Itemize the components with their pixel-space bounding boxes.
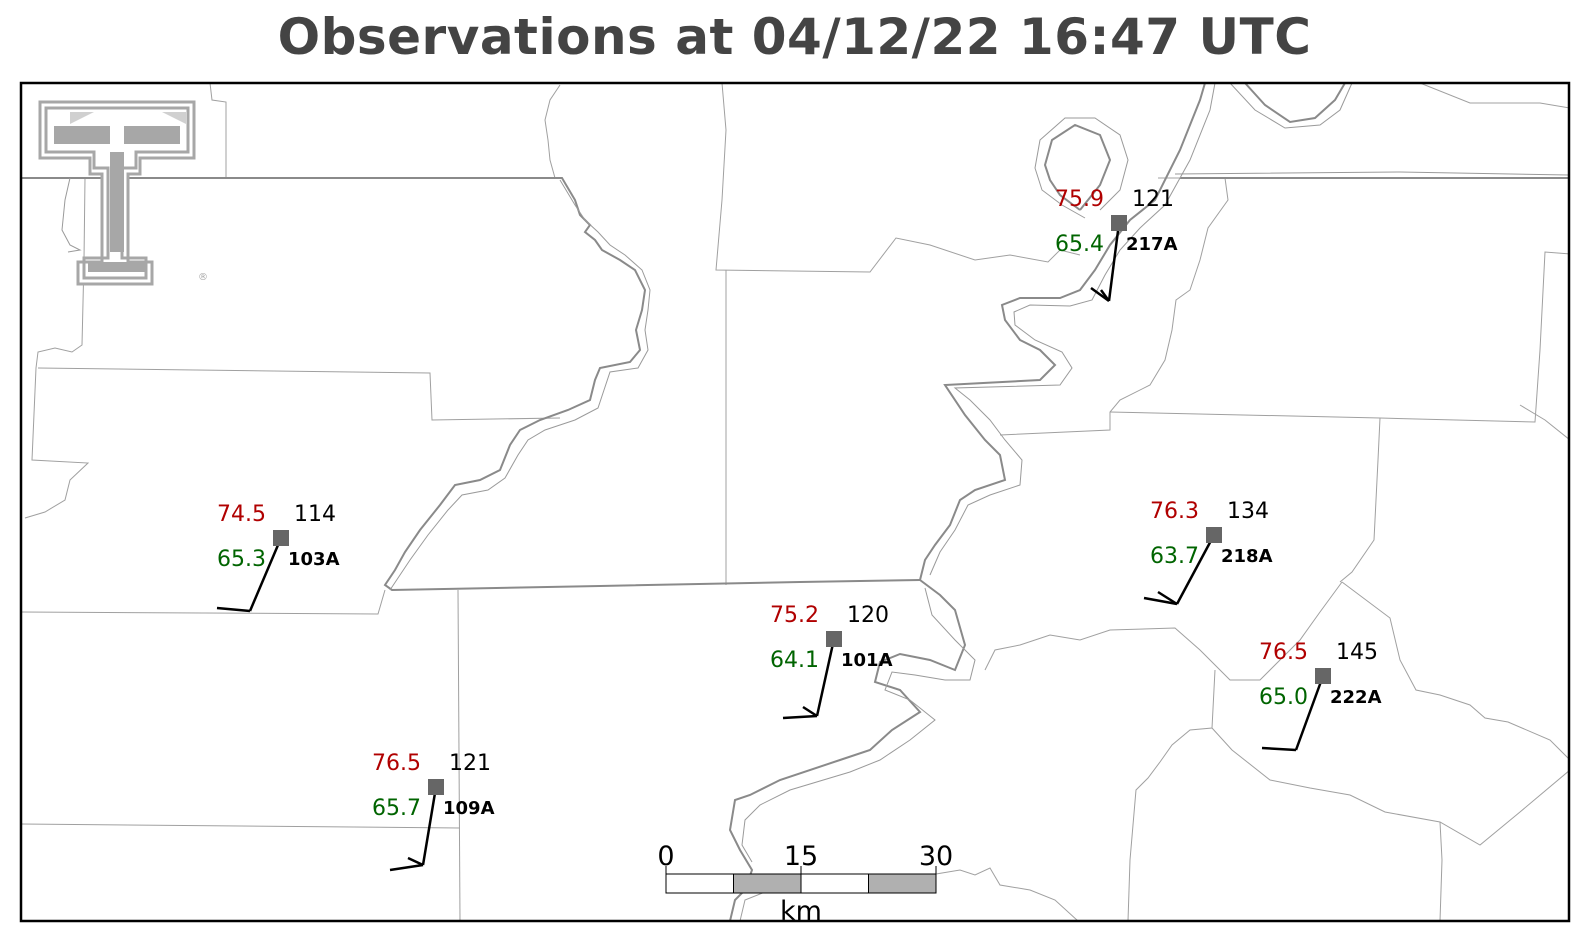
- station-id: 218A: [1221, 546, 1273, 567]
- station-temperature: 76.5: [372, 751, 421, 776]
- station-id: 217A: [1126, 234, 1178, 255]
- station-id: 222A: [1330, 687, 1382, 708]
- wind-barb: [1099, 289, 1111, 302]
- wind-barb: [389, 863, 424, 872]
- wind-barb: [1261, 746, 1297, 752]
- county-line: [21, 823, 461, 829]
- station-value: 121: [1132, 187, 1174, 212]
- river-bank: [1034, 117, 1129, 219]
- station-dewpoint: 65.3: [217, 547, 266, 572]
- map-frame: [19, 81, 1571, 923]
- county-line: [715, 83, 1081, 273]
- river-bank: [61, 177, 82, 253]
- wind-barb-shaft: [815, 638, 836, 717]
- station-marker[interactable]: [1206, 527, 1222, 543]
- wind-barb: [1157, 590, 1178, 606]
- station-marker[interactable]: [428, 779, 444, 795]
- scale-unit: km: [780, 896, 822, 927]
- wind-barb: [216, 606, 251, 613]
- river-bank: [389, 179, 651, 591]
- wind-barb: [1143, 596, 1178, 606]
- station-marker[interactable]: [273, 530, 289, 546]
- county-line: [457, 589, 461, 921]
- river-bank: [1174, 171, 1569, 176]
- county-line: [1127, 669, 1216, 921]
- station-101A[interactable]: 75.2 120 64.1 101A: [770, 603, 893, 720]
- station-218A[interactable]: 76.3 134 63.7 218A: [1143, 499, 1273, 606]
- station-103A[interactable]: 74.5 114 65.3 103A: [216, 502, 340, 613]
- station-temperature: 76.3: [1150, 499, 1199, 524]
- scale-label-30: 30: [919, 841, 953, 872]
- station-109A[interactable]: 76.5 121 65.7 109A: [372, 751, 495, 872]
- station-dewpoint: 65.4: [1055, 232, 1104, 257]
- river-bank: [1229, 83, 1353, 129]
- station-value: 120: [847, 603, 889, 628]
- station-dewpoint: 65.7: [372, 796, 421, 821]
- county-line: [544, 84, 561, 179]
- station-temperature: 74.5: [217, 502, 266, 527]
- county-line: [1439, 821, 1443, 921]
- station-222A[interactable]: 76.5 145 65.0 222A: [1259, 640, 1382, 752]
- county-line: [984, 581, 1343, 681]
- wind-barb-shaft: [248, 537, 283, 612]
- county-line: [21, 589, 386, 615]
- wind-barb: [802, 705, 818, 718]
- scale-bar: 0 15 30 km: [657, 841, 953, 927]
- scale-label-0: 0: [657, 841, 674, 872]
- river-bank: [929, 83, 1216, 576]
- station-temperature: 75.2: [770, 603, 819, 628]
- station-id: 109A: [443, 798, 495, 819]
- scale-label-15: 15: [784, 841, 818, 872]
- wind-barb: [782, 714, 818, 720]
- wind-barb-shaft: [1294, 675, 1325, 751]
- station-id: 101A: [841, 650, 893, 671]
- river-bank: [741, 587, 976, 863]
- state-line: [21, 177, 921, 592]
- county-line: [209, 83, 227, 178]
- county-line: [1341, 581, 1569, 760]
- county-line: [929, 867, 1079, 921]
- station-dewpoint: 65.0: [1259, 685, 1308, 710]
- station-id: 103A: [288, 549, 340, 570]
- map-title: Observations at 04/12/22 16:47 UTC: [277, 8, 1312, 66]
- station-temperature: 75.9: [1055, 187, 1104, 212]
- station-marker[interactable]: [1315, 668, 1331, 684]
- double-t-logo-icon: ®: [38, 100, 208, 286]
- county-line: [1519, 404, 1569, 440]
- county-line: [1419, 83, 1569, 109]
- station-value: 121: [449, 751, 491, 776]
- county-line: [1211, 727, 1569, 846]
- state-line: [728, 579, 967, 921]
- station-dewpoint: 64.1: [770, 648, 819, 673]
- wind-barb-shaft: [421, 786, 438, 866]
- station-marker[interactable]: [826, 631, 842, 647]
- station-217A[interactable]: 75.9 121 65.4 217A: [1055, 187, 1178, 303]
- county-line: [37, 367, 561, 421]
- wind-barb-shaft: [1175, 534, 1216, 605]
- state-line: [1244, 83, 1346, 124]
- station-value: 114: [294, 502, 336, 527]
- station-plots: 75.9 121 65.4 217A 74.5 114 65.3 103A 76.3 134 63.…: [216, 187, 1382, 872]
- station-marker[interactable]: [1111, 215, 1127, 231]
- state-line: [1043, 123, 1112, 211]
- station-value: 145: [1336, 640, 1378, 665]
- station-dewpoint: 63.7: [1150, 544, 1199, 569]
- station-value: 134: [1227, 499, 1269, 524]
- wind-barb: [407, 856, 424, 867]
- county-line: [24, 367, 90, 519]
- wind-barb-shaft: [1107, 222, 1121, 302]
- registered-mark: ®: [198, 272, 208, 283]
- county-line: [1339, 417, 1381, 583]
- county-line: [1109, 251, 1569, 423]
- station-temperature: 76.5: [1259, 640, 1308, 665]
